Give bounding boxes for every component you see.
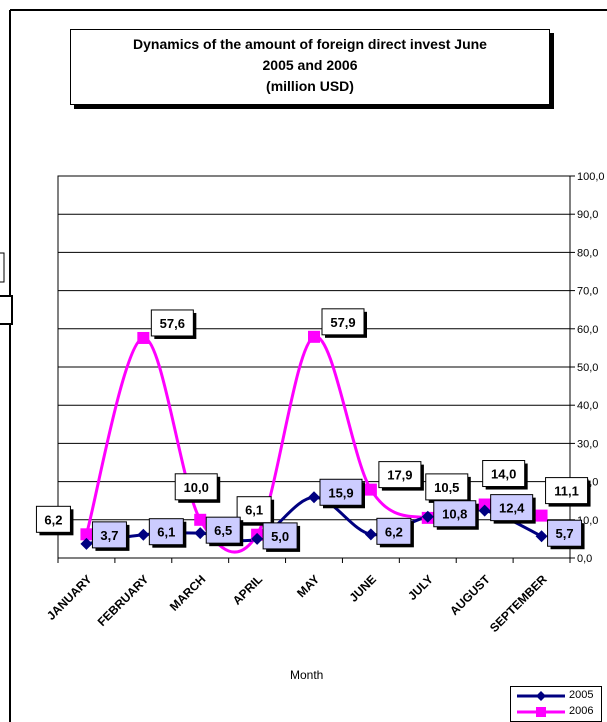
- y-tick-label: 0,0: [577, 553, 592, 565]
- data-label-2005-box: [262, 522, 298, 550]
- x-tick-label: JANUARY: [44, 572, 95, 623]
- marker-2006: [194, 513, 207, 526]
- data-label-2006: 14,0: [491, 467, 516, 482]
- data-label-2005-box: [91, 521, 127, 549]
- marker-2006: [308, 330, 320, 343]
- y-tick-label: 100,0: [577, 171, 605, 183]
- marker-2005: [308, 491, 320, 504]
- marker-2005: [80, 537, 93, 550]
- x-tick-label: SEPTEMBER: [487, 572, 550, 635]
- x-axis-title: Month: [290, 668, 324, 682]
- data-label-2005: 6,5: [214, 523, 232, 538]
- data-label-2005-box: [148, 518, 184, 546]
- data-label-2006-box: [321, 308, 365, 336]
- y-tick-label: 30,0: [577, 438, 598, 450]
- data-label-2006-box: [425, 473, 469, 501]
- data-label-2005-box: [376, 517, 412, 545]
- title-line-2: 2005 and 2006: [262, 57, 358, 73]
- y-tick-label: 40,0: [577, 400, 598, 412]
- data-label-2006: 57,6: [160, 316, 185, 331]
- data-label-2006: 10,5: [434, 480, 459, 495]
- marker-2006: [535, 509, 548, 522]
- marker-2005: [535, 530, 548, 543]
- data-label-2006: 6,1: [245, 503, 263, 518]
- data-label-2005-box: [205, 516, 241, 544]
- y-tick-label: 50,0: [577, 362, 598, 374]
- title-line-1: Dynamics of the amount of foreign direct…: [133, 36, 487, 52]
- plot-area: [57, 175, 571, 559]
- x-tick-label: MARCH: [167, 572, 208, 613]
- legend-marker-2006: [536, 707, 546, 717]
- data-label-2006-box: [545, 477, 589, 505]
- x-tick-label: AUGUST: [447, 572, 493, 618]
- data-label-2006: 6,2: [44, 512, 62, 527]
- legend-marker-2005: [536, 691, 546, 701]
- data-label-2005: 12,4: [499, 501, 525, 516]
- x-tick-label: MAY: [294, 572, 322, 600]
- left-cutoff-box: [0, 252, 5, 283]
- data-label-2005: 6,1: [157, 525, 175, 540]
- marker-2005: [251, 532, 264, 545]
- x-tick-label: FEBRUARY: [95, 572, 152, 629]
- marker-2006: [364, 483, 377, 496]
- data-label-2006-box: [378, 461, 422, 489]
- data-label-2005: 5,0: [271, 529, 289, 544]
- marker-2005: [194, 527, 207, 540]
- chart-title: Dynamics of the amount of foreign direct…: [70, 29, 550, 105]
- marker-2005: [421, 510, 434, 523]
- data-label-2006-box: [482, 460, 526, 488]
- data-label-2005-box: [433, 500, 477, 528]
- data-label-2006-box: [236, 496, 272, 524]
- data-label-2006-box: [150, 309, 194, 337]
- data-label-2005: 6,2: [385, 524, 403, 539]
- data-label-2005: 15,9: [328, 485, 353, 500]
- data-label-2005-box: [490, 494, 534, 522]
- marker-2006: [80, 528, 93, 541]
- data-label-2006: 17,9: [387, 468, 412, 483]
- x-tick-label: APRIL: [230, 572, 265, 607]
- y-tick-label: 80,0: [577, 247, 598, 259]
- y-tick-label: 60,0: [577, 324, 598, 336]
- data-label-2006: 57,9: [330, 315, 355, 330]
- data-label-2006: 10,0: [184, 480, 209, 495]
- x-tick-label: JUNE: [346, 572, 379, 605]
- data-label-2005-box: [319, 478, 363, 506]
- y-tick-label: 90,0: [577, 209, 598, 221]
- data-label-2005-box: [547, 519, 583, 547]
- legend: 2005 2006: [510, 686, 602, 722]
- y-tick-label: 70,0: [577, 286, 598, 298]
- data-label-2006: 11,1: [554, 484, 579, 499]
- marker-2006: [478, 498, 491, 511]
- marker-2005: [478, 504, 491, 517]
- data-label-2006-box: [174, 473, 218, 501]
- marker-2006: [137, 331, 150, 344]
- title-line-3: (million USD): [266, 78, 354, 94]
- x-tick-label: JULY: [405, 572, 436, 603]
- marker-2005: [137, 528, 150, 541]
- marker-2005: [364, 528, 377, 541]
- data-label-2005: 10,8: [442, 507, 467, 522]
- left-cutoff-box-2: [0, 295, 13, 325]
- legend-label-2005: 2005: [569, 689, 594, 701]
- data-label-2005: 3,7: [100, 528, 118, 543]
- legend-label-2006: 2006: [569, 705, 594, 717]
- data-label-2005: 5,7: [556, 526, 574, 541]
- data-label-2006-box: [35, 505, 71, 533]
